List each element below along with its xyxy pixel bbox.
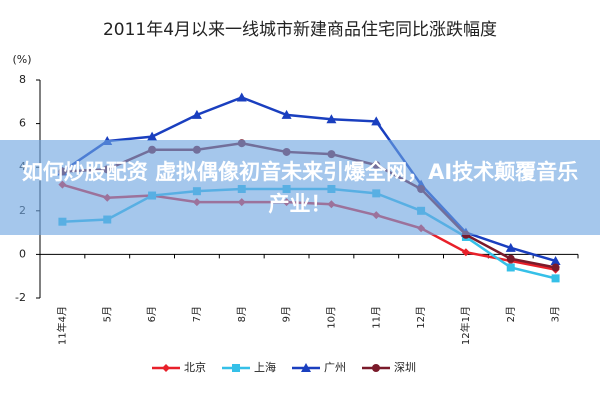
legend-label: 广州	[324, 361, 346, 374]
x-tick-label: 7月	[191, 306, 203, 322]
marker	[301, 363, 311, 372]
marker	[372, 364, 380, 372]
marker	[551, 274, 560, 283]
marker	[506, 254, 515, 263]
marker	[461, 248, 470, 257]
x-tick-label: 9月	[281, 306, 293, 322]
x-tick-label: 10月	[325, 306, 337, 329]
x-tick-label: 12年1月	[459, 306, 472, 345]
y-axis-label: (%)	[12, 53, 31, 66]
x-tick-label: 12月	[415, 306, 427, 329]
y-tick-label: -2	[15, 291, 26, 304]
y-tick-label: 6	[19, 117, 26, 130]
banner-text: 如何炒股配资 虚拟偶像初音未来引爆全网，AI技术颠覆音乐产业！	[21, 159, 579, 216]
marker	[162, 364, 170, 372]
x-tick-label: 8月	[236, 306, 248, 322]
marker	[147, 131, 158, 141]
marker	[551, 263, 560, 272]
x-tick-label: 3月	[550, 306, 562, 322]
y-tick-label: 0	[19, 247, 26, 260]
marker	[371, 116, 382, 126]
chart-title: 2011年4月以来一线城市新建商品住宅同比涨跌幅度	[103, 20, 497, 40]
marker	[236, 92, 247, 102]
legend-label: 上海	[254, 360, 276, 374]
x-tick-label: 5月	[101, 306, 113, 322]
marker	[326, 114, 337, 124]
marker	[281, 109, 292, 119]
x-tick-label: 2月	[505, 306, 517, 322]
x-tick-label: 6月	[146, 306, 158, 322]
marker	[232, 364, 240, 372]
marker	[550, 255, 561, 265]
banner: 如何炒股配资 虚拟偶像初音未来引爆全网，AI技术颠覆音乐产业！	[0, 140, 600, 235]
x-tick-label: 11月	[370, 306, 382, 329]
legend-label: 深圳	[394, 361, 416, 374]
line	[61, 96, 556, 263]
marker	[506, 263, 515, 272]
marker	[191, 109, 202, 119]
y-tick-label: 8	[19, 73, 26, 86]
legend-label: 北京	[184, 360, 206, 374]
marker	[505, 242, 516, 252]
x-tick-label: 11年4月	[55, 306, 68, 345]
